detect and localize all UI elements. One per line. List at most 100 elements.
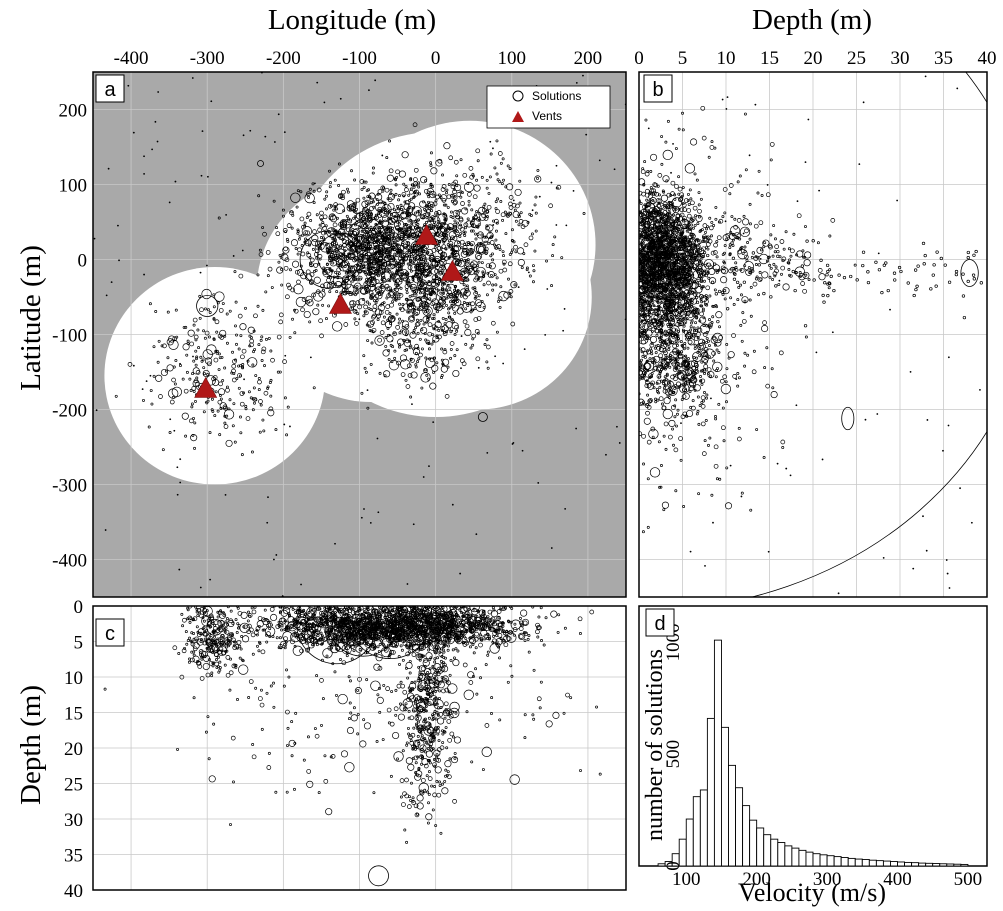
solution-point xyxy=(374,201,386,213)
solution-point xyxy=(640,268,644,272)
solution-point xyxy=(436,210,442,215)
solution-point xyxy=(663,265,667,268)
solution-point xyxy=(660,358,666,364)
solution-point xyxy=(409,316,414,322)
solution-point xyxy=(303,221,307,225)
solution-point xyxy=(423,212,427,216)
solution-point xyxy=(655,381,659,385)
solution-point xyxy=(704,419,708,422)
solution-point xyxy=(327,203,333,209)
solution-point xyxy=(284,257,290,263)
solution-point xyxy=(185,353,189,357)
solution-point xyxy=(689,282,697,290)
solution-point xyxy=(485,338,489,342)
solution-point xyxy=(452,224,458,230)
solution-point xyxy=(480,233,484,237)
solution-point xyxy=(655,257,659,260)
solution-point xyxy=(419,318,423,322)
solution-point xyxy=(679,192,684,198)
solution-point xyxy=(475,210,479,214)
solution-point xyxy=(652,355,660,363)
solution-point xyxy=(489,264,492,268)
solution-point xyxy=(391,277,395,281)
solution-point xyxy=(338,235,344,241)
solution-point xyxy=(476,159,480,163)
solution-point xyxy=(471,172,475,176)
solution-point xyxy=(732,373,738,379)
solution-point xyxy=(531,264,535,268)
solution-point xyxy=(369,521,372,524)
solution-point xyxy=(335,259,339,262)
solution-point xyxy=(412,523,415,526)
solution-point xyxy=(174,308,178,312)
legend: Solutions Vents xyxy=(486,85,611,129)
solution-point xyxy=(514,250,518,254)
x-tick-label: -400 xyxy=(114,48,149,69)
solution-point xyxy=(400,359,411,370)
solution-point xyxy=(284,354,287,357)
solution-point xyxy=(743,254,749,260)
solution-point xyxy=(420,326,428,334)
solution-point xyxy=(816,241,820,245)
solution-point xyxy=(295,296,307,308)
solution-point xyxy=(225,439,233,447)
solution-point xyxy=(191,386,197,391)
solution-point xyxy=(515,203,520,209)
solution-point xyxy=(697,215,701,219)
solution-point xyxy=(461,207,469,215)
solution-point xyxy=(374,251,385,263)
solution-point xyxy=(410,286,414,290)
solution-point xyxy=(665,257,669,261)
solution-point xyxy=(341,189,346,195)
solution-point xyxy=(395,277,403,285)
solution-point xyxy=(306,211,312,217)
solution-point xyxy=(309,356,312,359)
solution-point xyxy=(384,344,388,348)
solution-point xyxy=(351,227,355,231)
solution-point xyxy=(383,201,387,205)
solution-point xyxy=(687,338,695,346)
panel-a-ylabel: Latitude (m) xyxy=(15,245,47,391)
solution-point xyxy=(376,313,382,319)
solution-point xyxy=(678,196,684,202)
solution-point xyxy=(445,233,449,237)
solution-point xyxy=(658,248,662,252)
solution-point xyxy=(388,319,392,323)
solution-point xyxy=(402,194,406,198)
solution-point xyxy=(456,192,462,197)
solution-point xyxy=(409,218,413,222)
solution-point xyxy=(401,325,405,329)
solution-point xyxy=(360,285,364,289)
solution-point xyxy=(468,166,474,171)
solution-point xyxy=(682,296,686,300)
solution-point xyxy=(381,154,384,157)
solution-point xyxy=(388,279,392,283)
solution-point xyxy=(267,336,271,340)
solution-point xyxy=(192,355,194,358)
panel-b-xlabel: Depth (m) xyxy=(752,4,872,36)
solution-point xyxy=(492,224,495,226)
solution-point xyxy=(237,373,242,378)
solution-point xyxy=(395,208,401,214)
panel-a-solutions xyxy=(93,72,626,597)
solution-point xyxy=(416,262,420,266)
solution-point xyxy=(489,240,495,245)
solution-point xyxy=(488,175,492,179)
solution-point xyxy=(422,216,426,220)
solution-point xyxy=(404,230,408,234)
solution-point xyxy=(343,322,349,327)
solution-point xyxy=(443,300,447,304)
solution-point xyxy=(451,320,455,323)
solution-point xyxy=(397,338,405,346)
solution-point xyxy=(393,241,397,245)
solution-point xyxy=(154,120,157,123)
solution-point xyxy=(312,201,316,205)
solution-point xyxy=(371,239,377,245)
panel-a-label: a xyxy=(104,79,116,101)
solution-point xyxy=(168,339,179,350)
solution-point xyxy=(544,333,547,336)
solution-point xyxy=(374,293,380,299)
solution-point xyxy=(349,231,353,235)
solution-point xyxy=(396,204,399,208)
solution-point xyxy=(217,399,223,405)
